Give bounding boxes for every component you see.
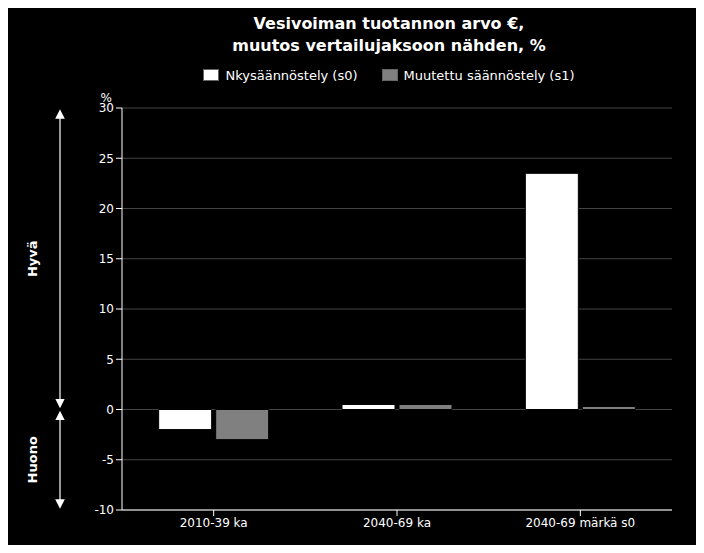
html-text:Nkysäännöstely (s0): Nkysäännöstely (s0) [225, 67, 358, 83]
svg-text:20: 20 [99, 202, 114, 216]
svg-text:10: 10 [99, 302, 114, 316]
svg-text:2040-69 märkä s0: 2040-69 märkä s0 [525, 516, 635, 530]
html-text:Vesivoiman tuotannon arvo €, m: Vesivoiman tuotannon arvo €, muutos vert… [232, 14, 546, 55]
svg-text:-5: -5 [102, 453, 114, 467]
svg-text:25: 25 [99, 152, 114, 166]
svg-text:30: 30 [99, 101, 114, 115]
svg-text:5: 5 [106, 353, 114, 367]
svg-text:2040-69 ka: 2040-69 ka [363, 516, 431, 530]
svg-text:0: 0 [106, 403, 114, 417]
svg-text:2010-39 ka: 2010-39 ka [180, 516, 248, 530]
svg-text:-10: -10 [94, 503, 114, 517]
svg-text:Hyvä: Hyvä [25, 240, 40, 277]
html-text:Muutettu säännöstely (s1): Muutettu säännöstely (s1) [403, 67, 575, 83]
svg-text:%: % [101, 91, 112, 105]
svg-text:Huono: Huono [25, 436, 40, 483]
svg-text:15: 15 [99, 252, 114, 266]
